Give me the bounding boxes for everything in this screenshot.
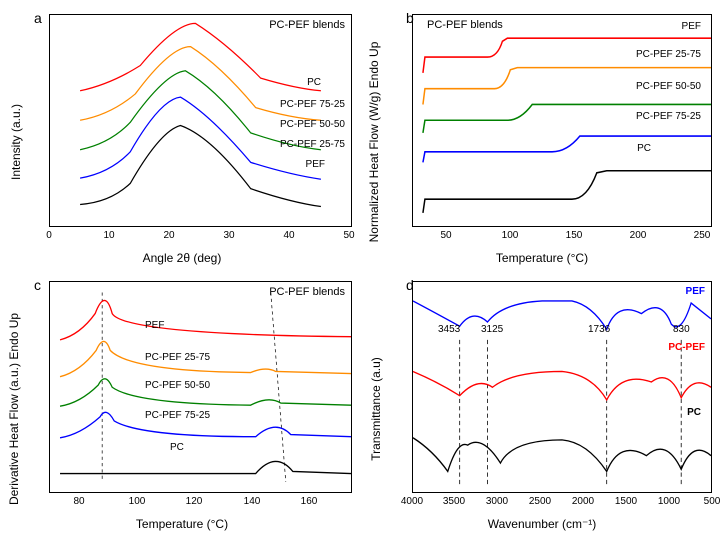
tick: 2500 [529, 496, 551, 507]
tick: 50 [343, 230, 354, 241]
panel-b-lbl-7525: PC-PEF 75-25 [636, 111, 701, 122]
panel-d-lbl-pef: PEF [686, 286, 705, 297]
panel-b-lbl-pef: PEF [682, 21, 701, 32]
panel-c-lbl-5050: PC-PEF 50-50 [145, 380, 210, 391]
tick: 160 [301, 496, 318, 507]
panel-d-svg [413, 282, 711, 493]
tick: 2000 [572, 496, 594, 507]
tick: 20 [163, 230, 174, 241]
panel-b-plot: PC-PEF blends PEF PC-PEF 25-75 PC-PEF 50… [412, 14, 712, 227]
panel-a-title: PC-PEF blends [269, 19, 345, 31]
panel-b-lbl-2575: PC-PEF 25-75 [636, 49, 701, 60]
tick: 30 [223, 230, 234, 241]
panel-c-ylabel: Derivative Heat Flow (a.u.) Endo Up [7, 313, 21, 505]
peak-1736: 1736 [588, 324, 610, 335]
panel-d-plot: PEF PC-PEF PC 3453 3125 1736 830 [412, 281, 712, 494]
panel-d-lbl-pc: PC [687, 407, 701, 418]
tick: 100 [129, 496, 146, 507]
panel-a-xlabel: Angle 2θ (deg) [143, 251, 222, 265]
panel-d: d PEF PC-PEF PC 3453 3125 1736 830 4000 [364, 271, 720, 534]
panel-d-lbl-pcpef: PC-PEF [668, 342, 705, 353]
tick: 4000 [401, 496, 423, 507]
tick: 100 [502, 230, 519, 241]
tick: 150 [566, 230, 583, 241]
tick: 500 [704, 496, 721, 507]
tick: 10 [103, 230, 114, 241]
panel-c-xlabel: Temperature (°C) [136, 517, 228, 531]
panel-a-plot: PC-PEF blends PC PC-PEF 75-25 PC-PEF 50-… [49, 14, 352, 227]
tick: 80 [73, 496, 84, 507]
panel-a-lbl-pef: PEF [306, 159, 325, 170]
tick: 1500 [615, 496, 637, 507]
panel-c-lbl-pc: PC [170, 442, 184, 453]
panel-a-lbl-7525: PC-PEF 75-25 [280, 99, 345, 110]
tick: 0 [46, 230, 52, 241]
panel-b: b PC-PEF blends PEF PC-PEF 25-75 PC-PEF … [364, 4, 720, 267]
tick: 250 [694, 230, 711, 241]
panel-c-lbl-7525: PC-PEF 75-25 [145, 410, 210, 421]
tick: 120 [186, 496, 203, 507]
figure-grid: a PC-PEF blends PC PC-PEF 75-25 PC-PEF 5… [0, 0, 724, 537]
tick: 3500 [443, 496, 465, 507]
panel-c-title: PC-PEF blends [269, 286, 345, 298]
tick: 140 [244, 496, 261, 507]
panel-c-lbl-pef: PEF [145, 320, 164, 331]
panel-a: a PC-PEF blends PC PC-PEF 75-25 PC-PEF 5… [4, 4, 360, 267]
panel-b-lbl-pc: PC [637, 143, 651, 154]
panel-a-ylabel: Intensity (a.u.) [9, 104, 23, 180]
panel-b-xlabel: Temperature (°C) [496, 251, 588, 265]
panel-b-title: PC-PEF blends [427, 19, 503, 31]
panel-d-xlabel: Wavenumber (cm⁻¹) [488, 517, 597, 531]
panel-c-lbl-2575: PC-PEF 25-75 [145, 352, 210, 363]
panel-b-lbl-5050: PC-PEF 50-50 [636, 81, 701, 92]
panel-a-lbl-5050: PC-PEF 50-50 [280, 119, 345, 130]
panel-c-plot: PC-PEF blends PEF PC-PEF 25-75 PC-PEF 50… [49, 281, 352, 494]
tick: 200 [630, 230, 647, 241]
panel-a-letter: a [34, 10, 42, 26]
tick: 1000 [658, 496, 680, 507]
panel-c: c PC-PEF blends PEF PC-PEF 25-75 PC-PEF … [4, 271, 360, 534]
tick: 40 [283, 230, 294, 241]
panel-a-lbl-pc: PC [307, 77, 321, 88]
panel-a-lbl-2575: PC-PEF 25-75 [280, 139, 345, 150]
tick: 50 [440, 230, 451, 241]
tick: 3000 [486, 496, 508, 507]
panel-c-letter: c [34, 277, 41, 293]
peak-3453: 3453 [438, 324, 460, 335]
peak-3125: 3125 [481, 324, 503, 335]
panel-b-ylabel: Normalized Heat Flow (W/g) Endo Up [367, 42, 381, 243]
peak-830: 830 [673, 324, 690, 335]
panel-d-ylabel: Transmittance (a.u) [369, 357, 383, 461]
